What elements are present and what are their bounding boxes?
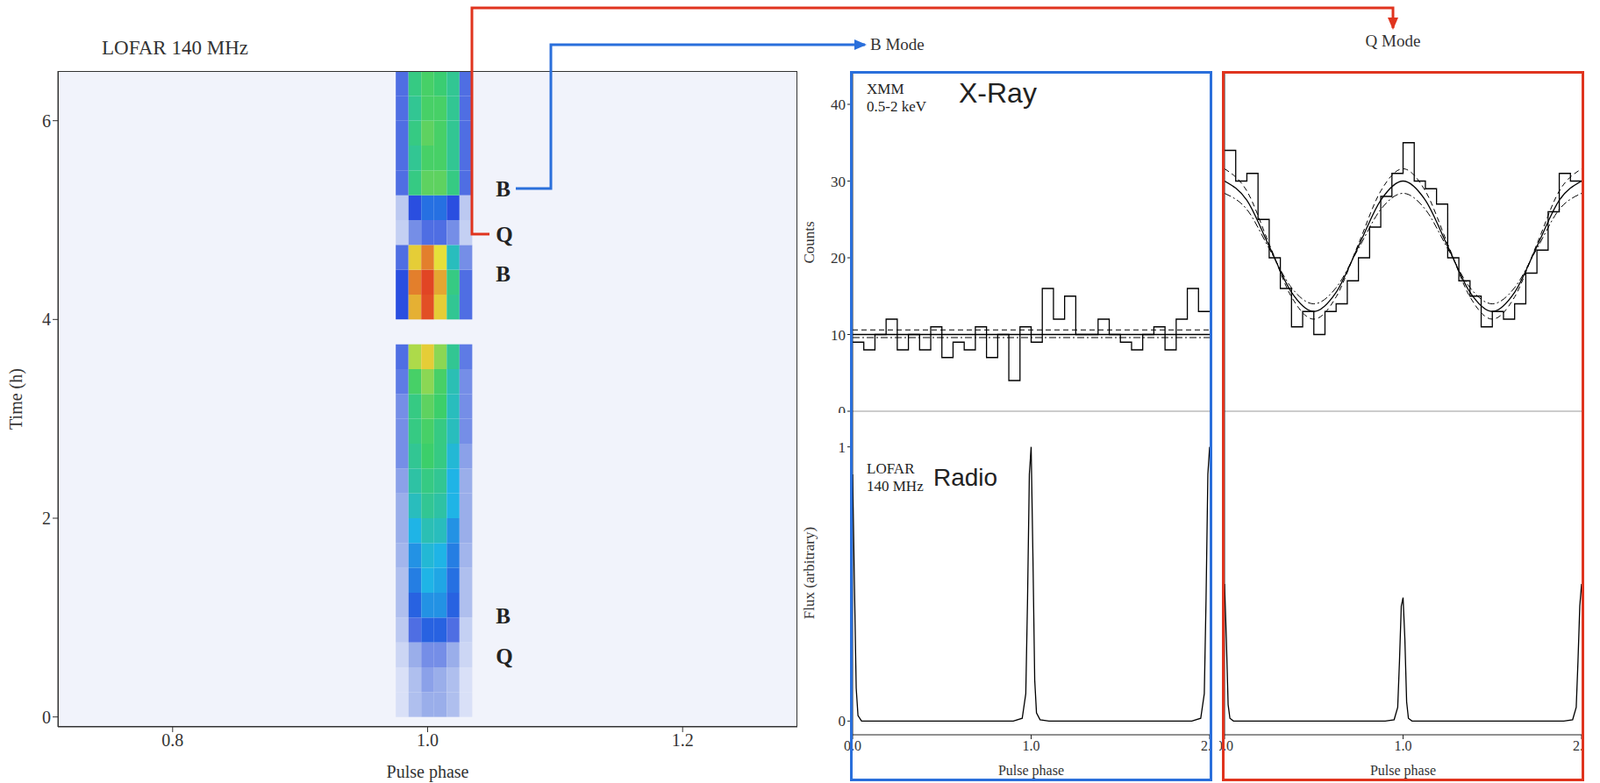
- html-text:Q Mode: Q Mode: [1365, 31, 1421, 50]
- svg-text:2.0: 2.0: [1572, 738, 1582, 754]
- svg-text:Counts: Counts: [800, 221, 818, 264]
- svg-text:0.8: 0.8: [161, 730, 184, 750]
- svg-text:0: 0: [42, 707, 51, 728]
- svg-text:1.0: 1.0: [1394, 738, 1413, 754]
- svg-text:4: 4: [42, 309, 51, 329]
- svg-text:2.0: 2.0: [1200, 738, 1210, 754]
- svg-text:Pulse phase: Pulse phase: [998, 763, 1065, 779]
- html-text:0.5-2 keV: 0.5-2 keV: [866, 98, 927, 115]
- svg-text:0: 0: [838, 403, 847, 414]
- svg-text:0.0: 0.0: [1219, 738, 1234, 754]
- svg-text:20: 20: [830, 250, 846, 267]
- html-text:B Mode: B Mode: [870, 35, 925, 54]
- html-text:LOFAR 140 MHz: LOFAR 140 MHz: [101, 36, 249, 59]
- html-text:LOFAR: LOFAR: [866, 460, 915, 478]
- svg-text:1: 1: [838, 439, 847, 457]
- svg-text:0.0: 0.0: [843, 738, 862, 754]
- svg-text:Q: Q: [495, 644, 513, 669]
- html-text:140 MHz Radio: 140 MHz Radio: [866, 464, 998, 495]
- svg-text:40: 40: [830, 96, 846, 114]
- svg-text:Pulse phase: Pulse phase: [1370, 763, 1436, 779]
- svg-text:30: 30: [830, 173, 846, 191]
- svg-text:Pulse phase: Pulse phase: [386, 762, 470, 783]
- svg-text:10: 10: [830, 327, 846, 344]
- svg-text:1.2: 1.2: [671, 730, 694, 750]
- svg-text:B: B: [495, 177, 511, 201]
- svg-text:B: B: [495, 262, 511, 286]
- html-text:X-Ray: X-Ray: [958, 77, 1037, 109]
- svg-text:B: B: [495, 604, 511, 629]
- svg-text:0: 0: [838, 713, 847, 730]
- svg-text:1.0: 1.0: [1022, 738, 1041, 754]
- html-text:XMM: XMM: [866, 80, 904, 98]
- svg-text:1.0: 1.0: [416, 730, 439, 750]
- svg-text:Time (h): Time (h): [6, 368, 27, 430]
- svg-text:2: 2: [42, 508, 51, 529]
- svg-text:Flux (arbitrary): Flux (arbitrary): [800, 527, 818, 620]
- svg-text:Q: Q: [495, 222, 513, 247]
- svg-text:6: 6: [42, 111, 51, 131]
